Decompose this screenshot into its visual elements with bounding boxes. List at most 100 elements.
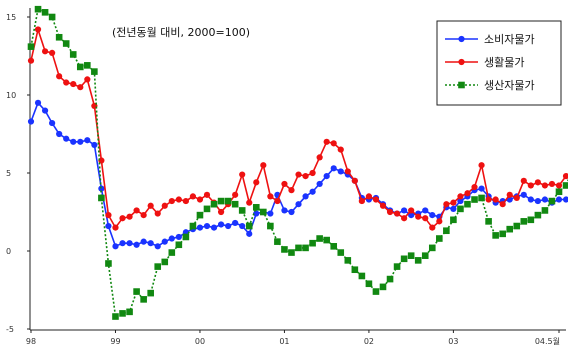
living-point (147, 202, 154, 209)
cpi-point (119, 240, 126, 247)
ppi-point (91, 68, 98, 75)
cpi-point (105, 222, 112, 230)
ppi-point (161, 258, 169, 266)
cpi-point (70, 138, 77, 145)
ppi-point (175, 241, 183, 249)
living-point (260, 162, 267, 169)
living-point (534, 179, 541, 186)
ppi-point (105, 260, 112, 267)
living-point (365, 193, 373, 200)
cpi-point (175, 233, 182, 241)
cpi-point (401, 207, 408, 214)
cpi-point (154, 243, 161, 250)
living-point (112, 224, 119, 231)
ppi-point (485, 218, 492, 225)
living-point (436, 218, 443, 225)
ppi-point (196, 211, 204, 219)
ppi-point (147, 289, 154, 297)
cpi-point (541, 196, 549, 203)
living-point (415, 213, 422, 220)
living-point (281, 180, 288, 188)
ppi-point (27, 43, 35, 50)
cpi-point (126, 240, 133, 247)
living-point (393, 210, 401, 217)
ppi-point (386, 275, 394, 283)
living-point (232, 191, 239, 198)
living-point (182, 197, 189, 205)
cpi-point (27, 118, 35, 125)
ppi-point (224, 197, 232, 205)
ppi-point (112, 313, 119, 320)
cpi-point (133, 241, 140, 248)
cpi-point (457, 197, 464, 205)
y-tick-label: 5 (6, 169, 11, 178)
cpi-point (302, 193, 309, 200)
y-tick-label: 10 (6, 91, 16, 100)
living-point (351, 177, 358, 184)
living-point (309, 169, 316, 177)
ppi-point (316, 235, 323, 242)
living-point (239, 171, 246, 178)
living-point (464, 190, 471, 197)
living-point (27, 57, 35, 64)
ppi-point (492, 232, 499, 239)
living-point (513, 194, 520, 202)
ppi-point (281, 246, 288, 253)
ppi-point (238, 207, 246, 214)
ppi-point (133, 288, 140, 295)
ppi-point (274, 238, 281, 245)
living-point (302, 173, 309, 180)
living-point (541, 182, 549, 189)
living-point (492, 196, 499, 203)
ppi-point (337, 249, 345, 256)
living-point (133, 207, 140, 214)
living-point (119, 215, 126, 222)
cpi-point (196, 224, 204, 231)
ppi-point (309, 239, 316, 247)
living-point (217, 208, 225, 216)
ppi-point (379, 283, 387, 291)
x-tick-label: 03 (448, 337, 458, 346)
living-point (527, 182, 534, 189)
ppi-point (302, 244, 309, 252)
ppi-point (189, 222, 197, 230)
living-point (105, 212, 112, 219)
cpi-point (534, 197, 541, 205)
living-point (63, 79, 70, 86)
living-point (323, 138, 330, 145)
y-ticks: 15 10 5 0 -5 (6, 13, 30, 334)
ppi-point (98, 194, 105, 202)
cpi-point (408, 212, 415, 219)
ppi-point (351, 266, 359, 274)
living-point (175, 196, 182, 203)
cpi-point (337, 168, 344, 175)
ppi-point (527, 216, 535, 224)
ppi-point (288, 249, 295, 256)
living-point (77, 84, 84, 91)
living-point (562, 173, 568, 180)
living-point (288, 187, 295, 194)
cpi-point (562, 196, 568, 203)
cpi-point (168, 235, 175, 242)
living-point (196, 196, 204, 203)
living-point (84, 76, 91, 83)
living-point (337, 146, 344, 153)
living-point (372, 196, 380, 203)
cpi-point (422, 207, 429, 214)
legend-box (436, 20, 562, 106)
ppi-point (245, 222, 253, 230)
living-point (344, 168, 351, 175)
cpi-point (147, 240, 154, 247)
living-point (429, 224, 436, 231)
ppi-point (548, 197, 556, 205)
ppi-point (450, 216, 457, 224)
x-tick-label: 99 (110, 337, 120, 346)
cpi-point (34, 99, 42, 106)
cpi-point (253, 210, 260, 217)
chart-note: (전년동월 대비, 2000=100) (112, 26, 250, 39)
cpi-point (267, 210, 274, 217)
x-tick-label: 02 (364, 337, 374, 346)
ppi-point (267, 222, 274, 230)
